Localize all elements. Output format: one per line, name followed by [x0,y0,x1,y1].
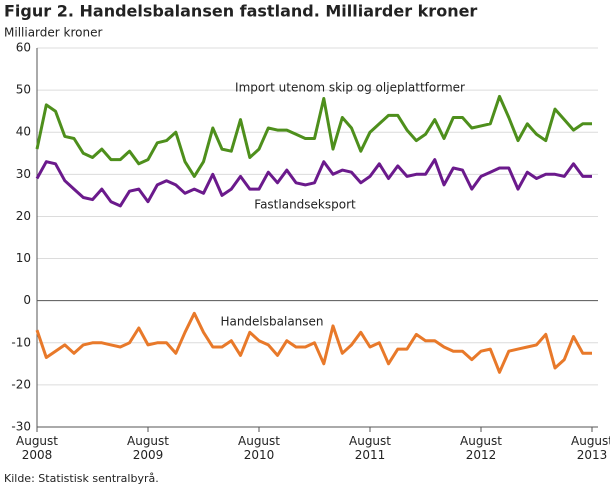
x-tick-label: August 2013 [571,434,610,462]
series-line [35,158,592,208]
x-tick-label: August 2012 [460,434,502,462]
y-tick-label: -10 [11,335,31,349]
series-label: Fastlandseksport [254,198,356,212]
y-tick-label: 20 [16,209,31,223]
x-tick-label: August 2010 [238,434,280,462]
y-tick-label: 10 [16,251,31,265]
y-axis-label: Milliarder kroner [4,26,102,40]
y-tick-label: -20 [11,377,31,391]
y-tick-label: 40 [16,125,31,139]
x-tick-label: August 2008 [16,434,58,462]
x-tick-label: August 2009 [127,434,169,462]
series-line [35,311,592,374]
y-tick-label: 50 [16,83,31,97]
y-tick-label: -30 [11,420,31,434]
chart-title: Figur 2. Handelsbalansen fastland. Milli… [4,2,477,21]
source: Kilde: Statistisk sentralbyrå. [4,472,159,485]
y-tick-label: 60 [16,41,31,55]
x-tick-label: August 2011 [349,434,391,462]
y-tick-label: 30 [16,167,31,181]
y-tick-label: 0 [23,293,31,307]
series-label: Handelsbalansen [220,315,323,329]
series-label: Import utenom skip og oljeplattformer [235,81,465,95]
series-line [35,94,592,178]
